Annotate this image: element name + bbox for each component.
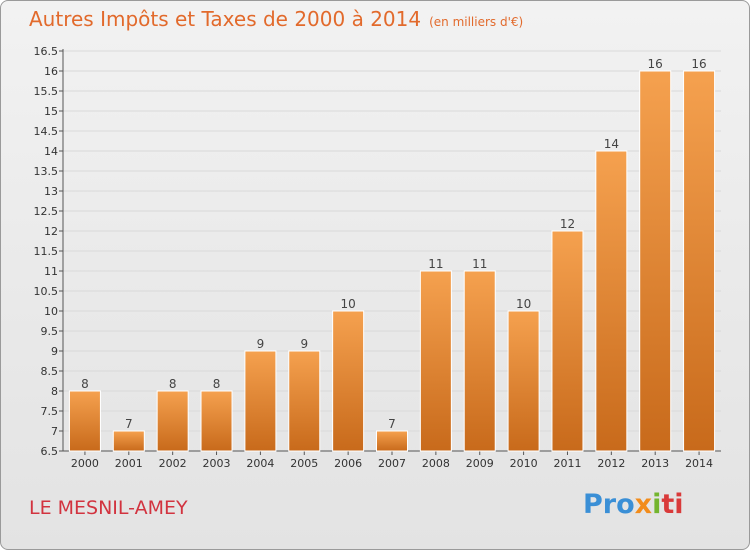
bar-2008	[419, 270, 452, 452]
x-tick-label: 2001	[115, 457, 143, 470]
logo-part-2: x	[634, 489, 653, 520]
x-tick-label: 2002	[159, 457, 187, 470]
x-tick-label: 2007	[378, 457, 406, 470]
logo-part-1: Pro	[583, 489, 635, 520]
logo-part-3: i	[652, 489, 662, 520]
data-label-2007: 7	[388, 417, 396, 431]
x-tick-label: 2010	[510, 457, 538, 470]
x-tick-label: 2008	[422, 457, 450, 470]
data-label-2011: 12	[560, 217, 575, 231]
bar-2013	[639, 70, 672, 452]
data-label-2013: 16	[648, 57, 663, 71]
y-tick-label: 9	[51, 345, 58, 358]
x-tick-label: 2004	[246, 457, 274, 470]
logo-part-4: ti	[661, 489, 684, 520]
x-tick-label: 2003	[203, 457, 231, 470]
y-tick-label: 9.5	[41, 325, 59, 338]
y-tick-label: 13.5	[34, 165, 59, 178]
data-label-2006: 10	[340, 297, 355, 311]
y-tick-label: 13	[44, 185, 58, 198]
x-tick-label: 2014	[685, 457, 713, 470]
data-label-2001: 7	[125, 417, 133, 431]
bar-2002	[156, 390, 189, 452]
data-label-2008: 11	[428, 257, 443, 271]
y-tick-label: 8.5	[41, 365, 59, 378]
bar-2001	[112, 430, 145, 452]
commune-name: LE MESNIL-AMEY	[29, 497, 188, 519]
x-tick-label: 2011	[553, 457, 581, 470]
y-tick-label: 12	[44, 225, 58, 238]
y-tick-label: 16.5	[34, 45, 59, 58]
bar-2000	[68, 390, 101, 452]
y-tick-label: 14.5	[34, 125, 59, 138]
data-label-2014: 16	[691, 57, 706, 71]
bar-2007	[376, 430, 408, 452]
y-tick-label: 10.5	[34, 285, 59, 298]
bar-2005	[288, 350, 321, 452]
y-tick-label: 15	[44, 105, 58, 118]
bar-2004	[244, 350, 277, 452]
bar-2009	[463, 270, 496, 452]
y-tick-label: 7.5	[41, 405, 59, 418]
y-tick-label: 16	[44, 65, 58, 78]
x-tick-label: 2012	[597, 457, 625, 470]
y-tick-label: 11	[44, 265, 58, 278]
y-tick-label: 6.5	[41, 445, 59, 458]
data-label-2003: 8	[213, 377, 221, 391]
y-tick-label: 7	[51, 425, 58, 438]
data-label-2000: 8	[81, 377, 89, 391]
data-label-2012: 14	[604, 137, 619, 151]
bar-2010	[507, 310, 540, 452]
x-tick-label: 2005	[290, 457, 318, 470]
bar-2003	[200, 390, 233, 452]
bar-2014	[683, 70, 716, 452]
data-labels: 8 7 8 8 9 9 10 7 11 11 10 12 14 16 16	[81, 57, 707, 431]
x-tick-label: 2009	[466, 457, 494, 470]
y-tick-label: 15.5	[34, 85, 59, 98]
chart-title: Autres Impôts et Taxes de 2000 à 2014 (en…	[29, 7, 523, 31]
y-tick-label: 12.5	[34, 205, 59, 218]
bar-2006	[332, 310, 365, 452]
bar-2011	[551, 230, 584, 452]
tick-labels: 6.5 7 7.5 8 8.5 9 9.5 10 10.5 11 11.5 12 12.5 13 13.5 1…	[34, 45, 714, 470]
y-tick-label: 8	[51, 385, 58, 398]
x-tick-label: 2013	[641, 457, 669, 470]
proxiti-logo[interactable]: Proxiti	[583, 489, 684, 520]
chart-title-text: Autres Impôts et Taxes de 2000 à 2014	[29, 7, 422, 31]
y-tick-label: 10	[44, 305, 58, 318]
chart-subtitle: (en milliers d'€)	[429, 15, 524, 29]
data-label-2010: 10	[516, 297, 531, 311]
bars	[68, 70, 716, 452]
bar-2012	[595, 150, 628, 452]
data-label-2005: 9	[300, 337, 308, 351]
x-tick-label: 2006	[334, 457, 362, 470]
data-label-2004: 9	[257, 337, 265, 351]
data-label-2009: 11	[472, 257, 487, 271]
data-label-2002: 8	[169, 377, 177, 391]
y-tick-label: 14	[44, 145, 58, 158]
x-tick-label: 2000	[71, 457, 99, 470]
y-tick-label: 11.5	[34, 245, 59, 258]
